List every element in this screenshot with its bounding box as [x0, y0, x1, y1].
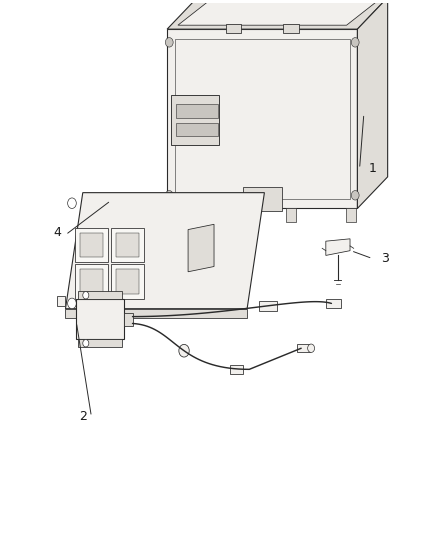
Polygon shape: [243, 188, 282, 211]
Polygon shape: [357, 0, 388, 208]
Polygon shape: [75, 228, 108, 262]
Polygon shape: [76, 299, 124, 340]
Polygon shape: [80, 233, 103, 257]
Polygon shape: [111, 264, 144, 298]
Polygon shape: [346, 208, 356, 222]
Polygon shape: [259, 301, 277, 311]
Polygon shape: [297, 344, 310, 352]
Circle shape: [166, 38, 173, 47]
Polygon shape: [78, 292, 122, 299]
Polygon shape: [168, 208, 179, 222]
Polygon shape: [167, 29, 357, 208]
Polygon shape: [326, 239, 350, 255]
Text: 4: 4: [53, 225, 61, 239]
Polygon shape: [176, 104, 218, 118]
Polygon shape: [226, 24, 241, 34]
Circle shape: [351, 38, 359, 47]
Circle shape: [351, 191, 359, 200]
Polygon shape: [178, 2, 377, 25]
Text: 2: 2: [79, 410, 87, 423]
Polygon shape: [175, 39, 350, 199]
Circle shape: [67, 198, 76, 208]
Circle shape: [166, 191, 173, 200]
Polygon shape: [111, 228, 144, 262]
Circle shape: [179, 344, 189, 357]
Polygon shape: [176, 123, 218, 136]
Polygon shape: [171, 95, 219, 145]
Polygon shape: [66, 309, 247, 318]
Text: 3: 3: [381, 252, 389, 265]
Polygon shape: [283, 24, 299, 34]
Polygon shape: [116, 270, 139, 294]
Circle shape: [83, 340, 89, 347]
Polygon shape: [286, 208, 296, 222]
Polygon shape: [326, 298, 341, 308]
Polygon shape: [100, 306, 119, 325]
Polygon shape: [66, 192, 265, 309]
Circle shape: [67, 298, 76, 309]
Text: 1: 1: [368, 163, 376, 175]
Polygon shape: [167, 0, 388, 29]
Polygon shape: [229, 208, 239, 222]
Polygon shape: [80, 270, 103, 294]
Circle shape: [83, 292, 89, 299]
Polygon shape: [78, 340, 122, 347]
Polygon shape: [75, 264, 108, 298]
Polygon shape: [188, 224, 214, 272]
Polygon shape: [116, 233, 139, 257]
Polygon shape: [57, 295, 66, 306]
Polygon shape: [230, 365, 243, 374]
Polygon shape: [124, 313, 133, 326]
Circle shape: [307, 344, 314, 352]
